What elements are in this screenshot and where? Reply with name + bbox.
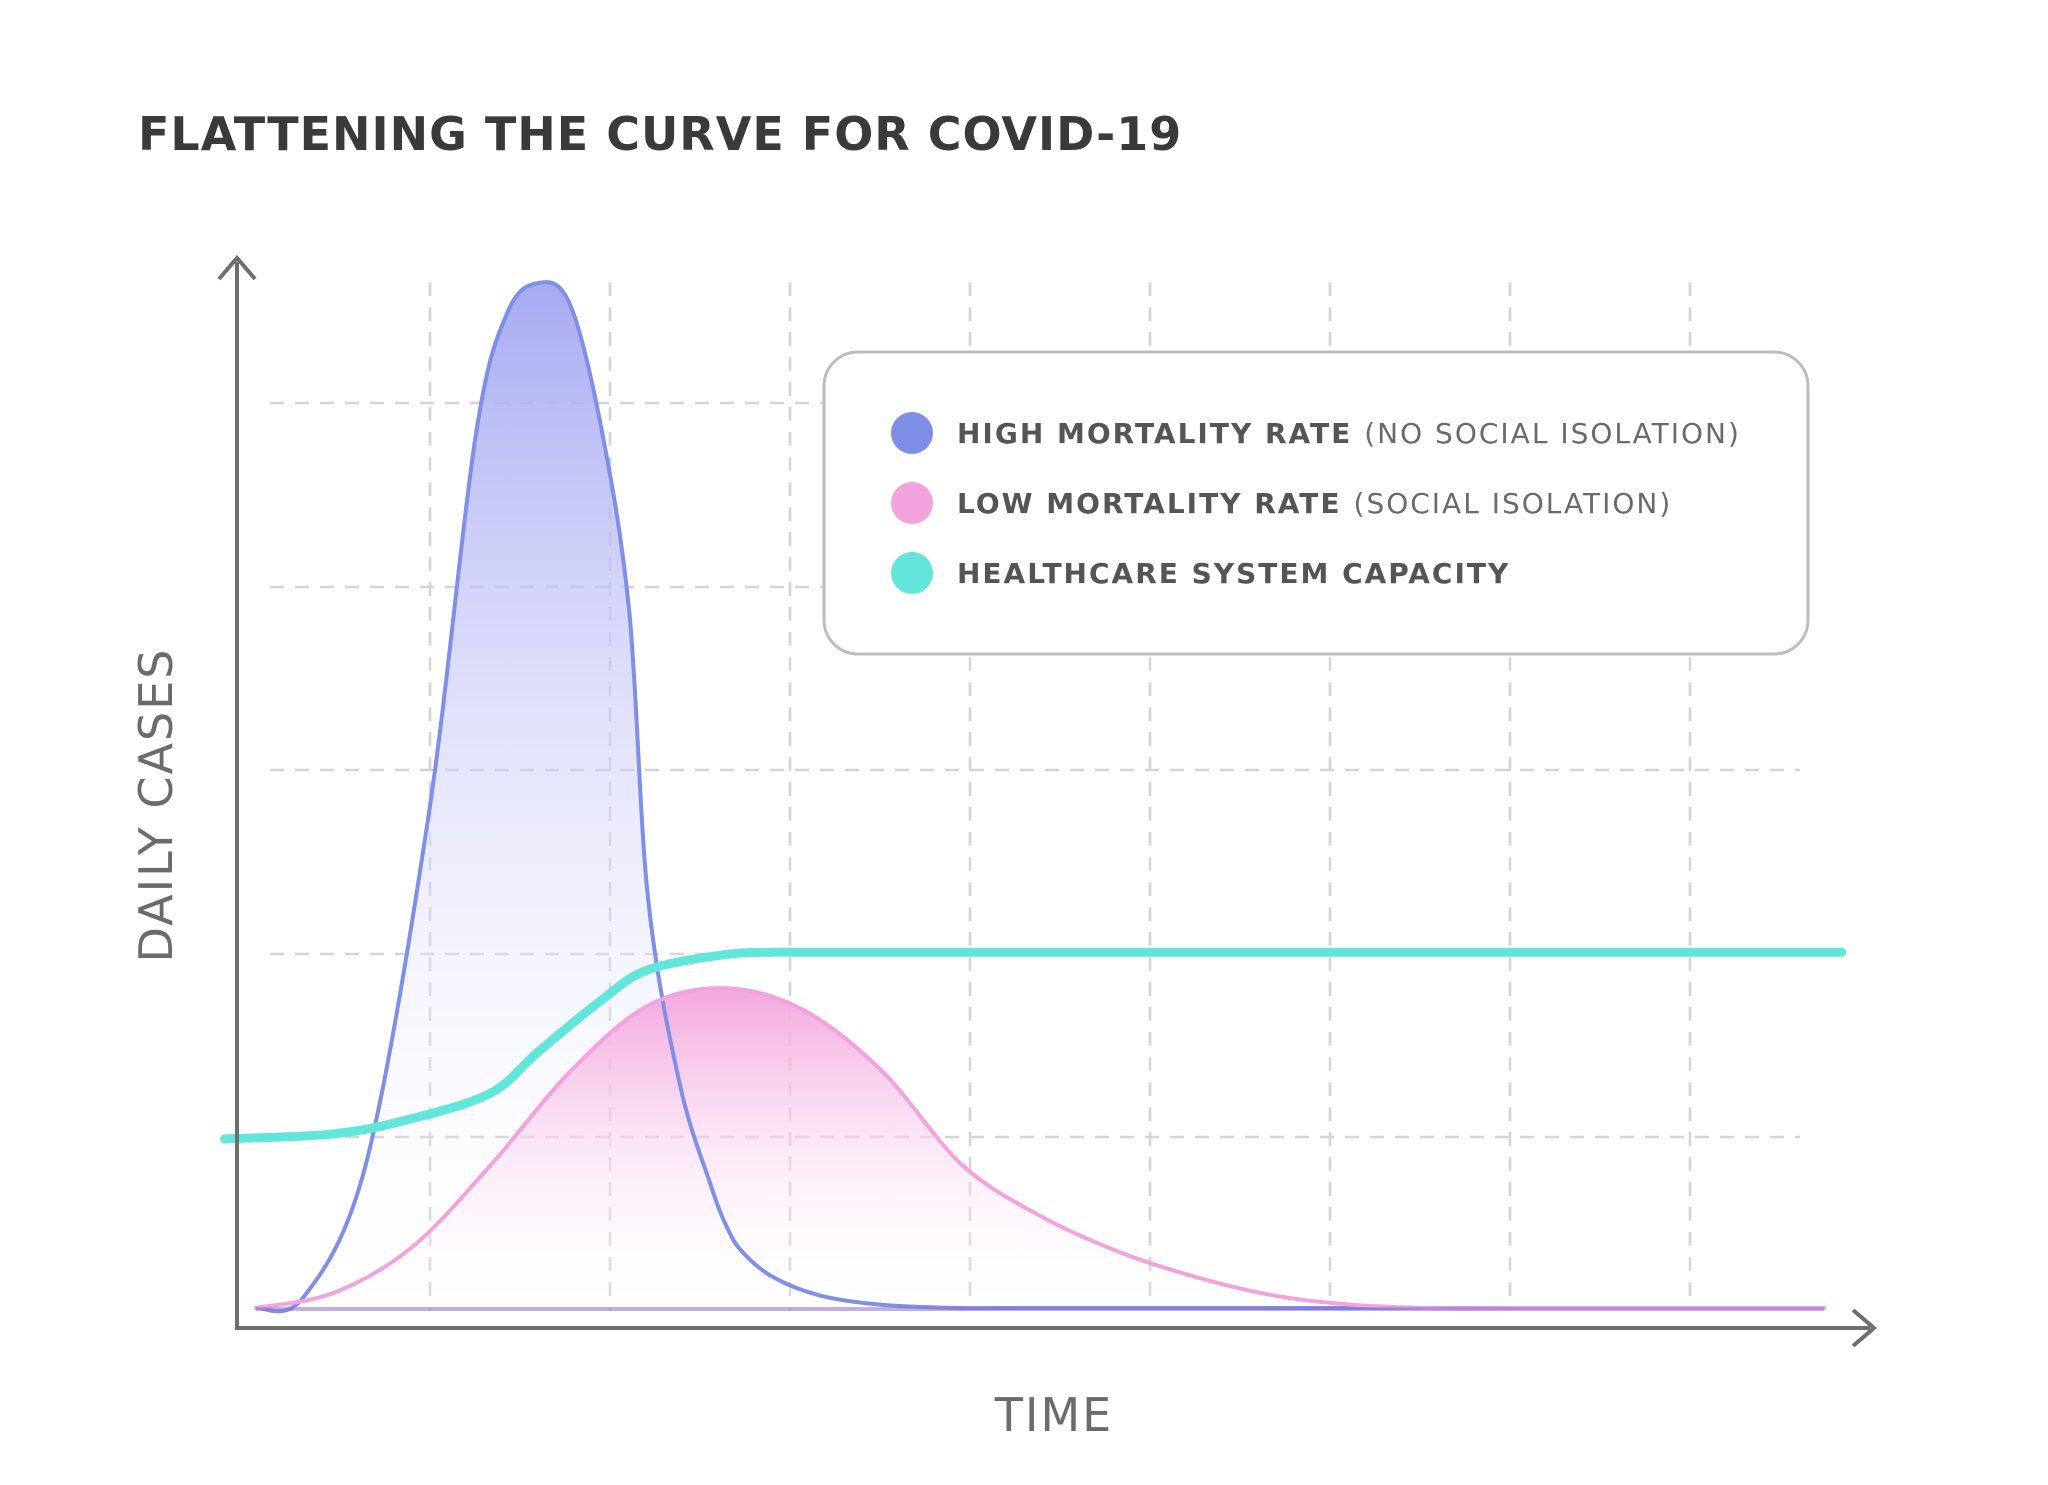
area-low-mortality <box>256 988 1824 1309</box>
legend-label-low-mortality: LOW MORTALITY RATE (SOCIAL ISOLATION) <box>957 487 1672 520</box>
legend-swatch-low-mortality <box>891 482 933 524</box>
legend-item-low-mortality: LOW MORTALITY RATE (SOCIAL ISOLATION) <box>891 482 1672 524</box>
x-axis-label: TIME <box>994 1388 1113 1442</box>
legend-item-high-mortality: HIGH MORTALITY RATE (NO SOCIAL ISOLATION) <box>891 412 1741 454</box>
legend-swatch-high-mortality <box>891 412 933 454</box>
legend-box <box>822 350 1810 656</box>
series-lines <box>220 280 1847 1314</box>
line-healthcare-capacity <box>220 947 1847 1144</box>
legend-label-high-mortality: HIGH MORTALITY RATE (NO SOCIAL ISOLATION) <box>957 417 1741 450</box>
chart-title: FLATTENING THE CURVE FOR COVID-19 <box>138 107 1182 161</box>
legend-item-healthcare-capacity: HEALTHCARE SYSTEM CAPACITY <box>891 552 1510 594</box>
axes <box>217 254 1878 1348</box>
legend-swatch-healthcare-capacity <box>891 552 933 594</box>
series-areas <box>256 282 1824 1312</box>
y-axis-arrow <box>217 254 257 281</box>
legend: HIGH MORTALITY RATE (NO SOCIAL ISOLATION)… <box>822 350 1810 656</box>
x-axis-arrow <box>1851 1308 1878 1348</box>
legend-label-healthcare-capacity: HEALTHCARE SYSTEM CAPACITY <box>957 557 1510 590</box>
y-axis-label: DAILY CASES <box>129 648 183 963</box>
